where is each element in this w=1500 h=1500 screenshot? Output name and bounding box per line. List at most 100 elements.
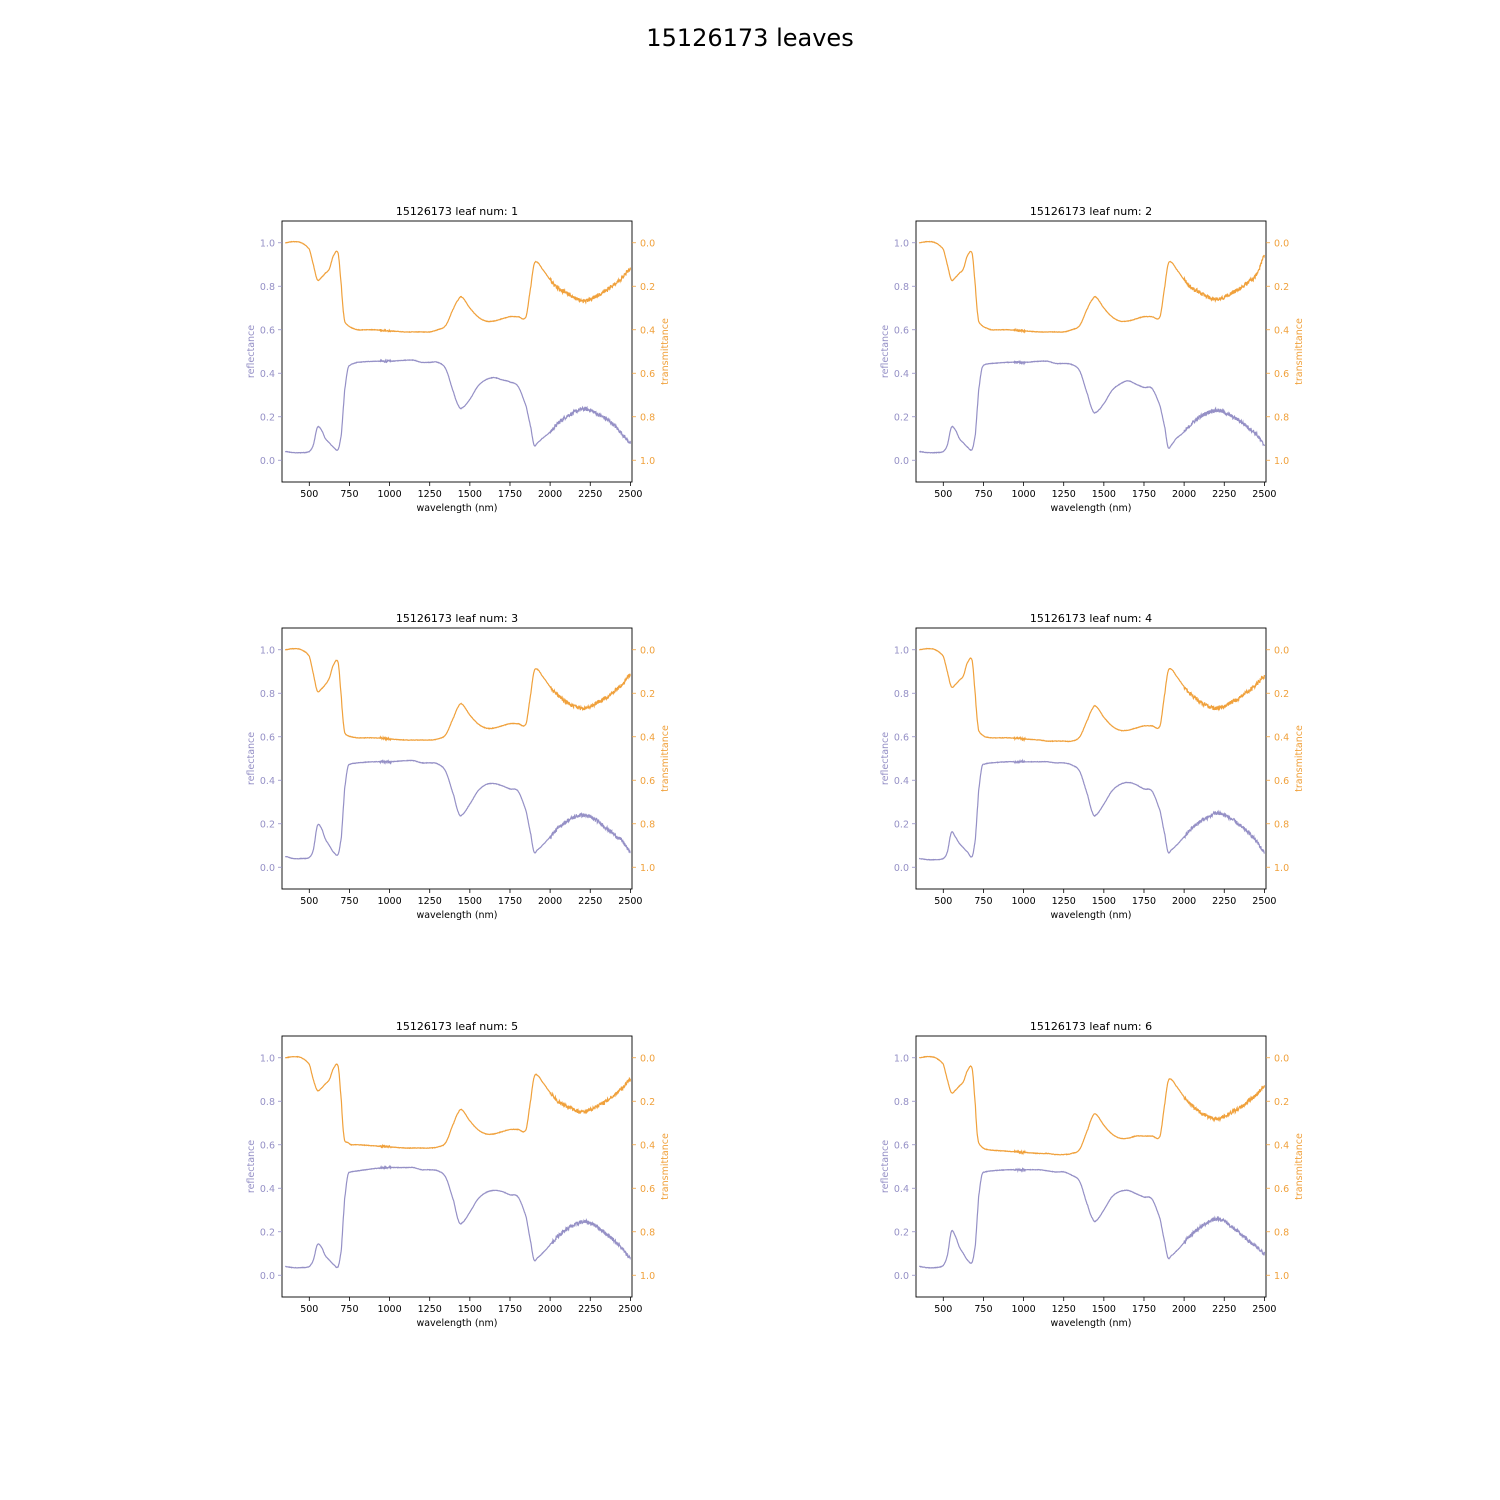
subplot-2: 15126173 leaf num: 2 500 750 1000 1250 1500 17… (880, 205, 1305, 514)
y-tick-label: 0.8 (894, 689, 909, 700)
y2-tick-label: 0.0 (1274, 1053, 1289, 1064)
y2-tick-label: 0.8 (1274, 1227, 1289, 1238)
y-tick-label: 1.0 (260, 238, 275, 249)
y-axis-label: reflectance (246, 732, 257, 785)
y-tick-label: 0.8 (260, 1097, 275, 1108)
y2-tick-label: 0.0 (640, 1053, 655, 1064)
x-tick-label: 2250 (1212, 896, 1236, 907)
x-tick-label: 750 (340, 489, 358, 500)
y2-axis-label: transmittance (1294, 318, 1305, 385)
subplot-6: 15126173 leaf num: 6 500 750 1000 1250 1500 17… (880, 1020, 1305, 1329)
reflectance-line (918, 758, 1265, 861)
y-axis-label: reflectance (880, 732, 891, 785)
axes-frame (281, 627, 633, 890)
axes-frame (281, 1035, 633, 1298)
axes-frame (281, 220, 633, 483)
y2-tick-label: 1.0 (640, 1271, 655, 1282)
x-tick-label: 2000 (1172, 489, 1196, 500)
y2-tick-label: 0.4 (640, 325, 655, 336)
x-tick-label: 500 (300, 1304, 318, 1315)
x-tick-label: 2000 (538, 489, 562, 500)
x-tick-label: 2250 (578, 1304, 602, 1315)
y2-tick-label: 0.6 (1274, 1184, 1289, 1195)
y-tick-label: 0.6 (894, 325, 909, 336)
y-tick-label: 0.2 (894, 819, 909, 830)
y-axis-label: reflectance (246, 325, 257, 378)
y2-tick-label: 0.2 (640, 1097, 655, 1108)
x-tick-label: 1000 (377, 489, 401, 500)
y-tick-label: 0.4 (894, 1184, 909, 1195)
x-tick-label: 500 (300, 489, 318, 500)
x-axis-label: wavelength (nm) (416, 503, 497, 514)
y2-tick-label: 0.6 (640, 776, 655, 787)
y-tick-label: 0.0 (894, 863, 909, 874)
y-tick-label: 0.0 (260, 456, 275, 467)
x-tick-label: 1000 (1011, 896, 1035, 907)
y2-tick-label: 0.6 (1274, 369, 1289, 380)
y2-tick-label: 0.4 (640, 732, 655, 743)
y2-tick-label: 0.4 (1274, 325, 1289, 336)
x-tick-label: 2000 (1172, 896, 1196, 907)
x-tick-label: 1250 (418, 489, 442, 500)
x-tick-label: 2000 (538, 896, 562, 907)
x-tick-label: 1750 (1132, 489, 1156, 500)
y-tick-label: 0.6 (894, 732, 909, 743)
x-tick-label: 500 (934, 1304, 952, 1315)
y2-tick-label: 0.2 (640, 282, 655, 293)
y-tick-label: 0.8 (260, 282, 275, 293)
y-tick-label: 0.4 (260, 776, 275, 787)
y2-tick-label: 0.0 (640, 238, 655, 249)
x-tick-label: 2000 (1172, 1304, 1196, 1315)
x-tick-label: 2250 (1212, 1304, 1236, 1315)
x-tick-label: 500 (934, 896, 952, 907)
y-axis-label: reflectance (246, 1140, 257, 1193)
x-tick-label: 1250 (418, 1304, 442, 1315)
x-tick-label: 500 (934, 489, 952, 500)
y-tick-label: 0.2 (894, 1227, 909, 1238)
x-tick-label: 1750 (1132, 1304, 1156, 1315)
y-tick-label: 0.4 (260, 1184, 275, 1195)
x-tick-label: 1250 (1052, 1304, 1076, 1315)
subplot-title: 15126173 leaf num: 5 (396, 1020, 518, 1033)
y2-tick-label: 0.0 (1274, 238, 1289, 249)
x-axis-label: wavelength (nm) (1050, 1318, 1131, 1329)
axes-frame (915, 1035, 1267, 1298)
x-tick-label: 750 (974, 896, 992, 907)
x-tick-label: 1500 (1092, 1304, 1116, 1315)
y2-tick-label: 0.2 (640, 689, 655, 700)
y2-tick-label: 1.0 (1274, 456, 1289, 467)
y-tick-label: 0.2 (260, 412, 275, 423)
y-tick-label: 0.6 (260, 325, 275, 336)
x-tick-label: 1500 (1092, 489, 1116, 500)
x-axis-label: wavelength (nm) (1050, 503, 1131, 514)
y2-tick-label: 0.4 (1274, 732, 1289, 743)
x-axis-label: wavelength (nm) (1050, 910, 1131, 921)
subplot-title: 15126173 leaf num: 1 (396, 205, 518, 218)
y2-axis-label: transmittance (660, 318, 671, 385)
x-tick-label: 2250 (578, 489, 602, 500)
y-tick-label: 0.8 (894, 1097, 909, 1108)
reflectance-line (285, 759, 631, 860)
figure-title: 15126173 leaves (646, 24, 854, 52)
y2-tick-label: 0.6 (1274, 776, 1289, 787)
y-tick-label: 0.8 (260, 689, 275, 700)
transmittance-line (918, 240, 1265, 334)
x-tick-label: 1750 (498, 1304, 522, 1315)
transmittance-line (285, 1055, 631, 1150)
y2-tick-label: 0.2 (1274, 1097, 1289, 1108)
y2-tick-label: 0.0 (640, 645, 655, 656)
y2-tick-label: 0.6 (640, 369, 655, 380)
x-tick-label: 1250 (418, 896, 442, 907)
y2-tick-label: 1.0 (1274, 863, 1289, 874)
x-tick-label: 1500 (458, 1304, 482, 1315)
y2-tick-label: 1.0 (640, 863, 655, 874)
reflectance-line (285, 1164, 631, 1269)
axes-frame (915, 627, 1267, 890)
y-tick-label: 0.2 (260, 1227, 275, 1238)
subplot-1: 15126173 leaf num: 1 500 750 1000 1250 1500 17… (246, 205, 671, 514)
x-tick-label: 750 (974, 1304, 992, 1315)
y-tick-label: 0.0 (894, 1271, 909, 1282)
subplot-5: 15126173 leaf num: 5 500 750 1000 1250 1500 17… (246, 1020, 671, 1329)
y-axis-label: reflectance (880, 325, 891, 378)
